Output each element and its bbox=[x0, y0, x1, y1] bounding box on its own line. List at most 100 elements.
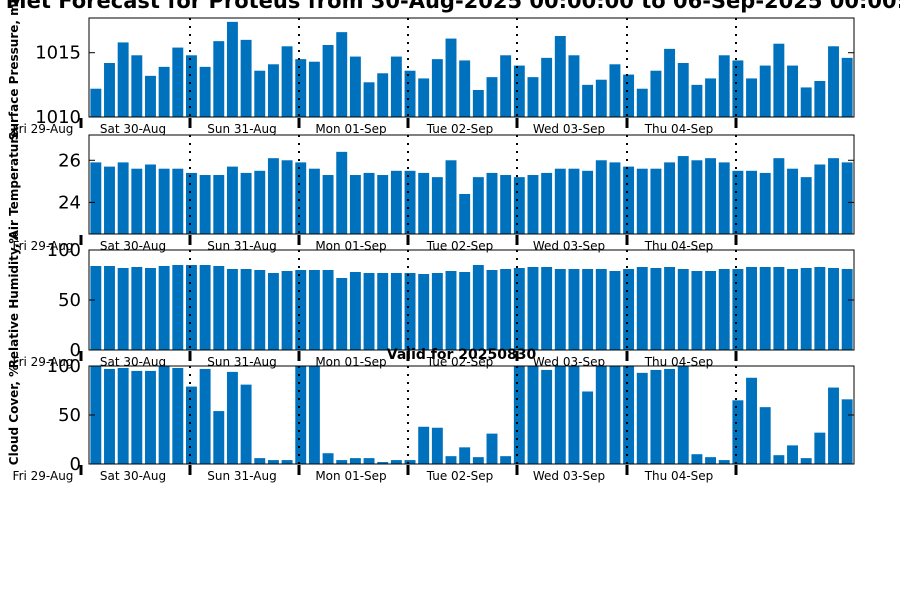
bar bbox=[90, 162, 102, 234]
bar bbox=[377, 73, 389, 117]
bar bbox=[267, 158, 279, 234]
y-tick-label: 0 bbox=[70, 454, 81, 475]
bar bbox=[527, 77, 539, 117]
bar bbox=[472, 177, 484, 234]
bar bbox=[390, 460, 402, 464]
bar bbox=[787, 65, 798, 117]
bar bbox=[718, 269, 730, 350]
bar bbox=[800, 268, 812, 350]
x-tick-label: Thu 04-Sep bbox=[644, 469, 714, 483]
bar bbox=[582, 84, 594, 117]
bar bbox=[431, 427, 443, 464]
bar bbox=[787, 269, 798, 350]
axes-box bbox=[88, 17, 855, 118]
x-tick-label: Fri 29-Aug bbox=[13, 355, 74, 369]
y-axis-label: Air Temperature bbox=[7, 130, 21, 240]
bar bbox=[363, 458, 375, 464]
bar bbox=[158, 168, 170, 234]
bar bbox=[500, 456, 512, 464]
bar bbox=[568, 55, 580, 117]
bar bbox=[636, 168, 648, 234]
bar bbox=[226, 269, 238, 350]
bar bbox=[582, 170, 594, 234]
y-tick-label: 1015 bbox=[35, 43, 81, 64]
bar bbox=[732, 170, 744, 234]
y-tick-label: 50 bbox=[58, 290, 81, 311]
bar bbox=[500, 175, 512, 234]
bar bbox=[609, 271, 621, 350]
bar bbox=[431, 177, 443, 234]
bar bbox=[664, 48, 676, 117]
bar bbox=[705, 78, 717, 117]
figure-title: Met Forecast for Proteus from 30-Aug-202… bbox=[6, 0, 900, 13]
x-tick-label: Wed 03-Sep bbox=[533, 122, 605, 136]
bar bbox=[773, 158, 785, 234]
bar bbox=[213, 175, 225, 234]
bar bbox=[172, 367, 184, 464]
bar bbox=[773, 43, 785, 117]
bar bbox=[172, 265, 184, 350]
x-tick-label: Mon 01-Sep bbox=[315, 122, 386, 136]
bar bbox=[145, 370, 156, 464]
bar bbox=[295, 270, 307, 350]
bar bbox=[527, 267, 539, 350]
bar bbox=[131, 267, 143, 350]
bar bbox=[172, 47, 184, 118]
bar bbox=[281, 46, 293, 117]
bar bbox=[759, 172, 771, 234]
bar bbox=[814, 432, 826, 464]
bar bbox=[199, 368, 211, 464]
y-axis-label: Surface Pressure, mb bbox=[7, 0, 21, 140]
bar bbox=[623, 366, 635, 464]
bar bbox=[841, 269, 853, 350]
bar bbox=[664, 162, 676, 234]
bar bbox=[691, 84, 703, 117]
bar bbox=[472, 265, 484, 350]
bar bbox=[322, 270, 334, 350]
bar bbox=[418, 426, 430, 464]
x-tick-label: Sat 30-Aug bbox=[100, 122, 166, 136]
bar bbox=[541, 172, 553, 234]
bar bbox=[486, 172, 498, 234]
bar bbox=[254, 270, 266, 350]
bar bbox=[104, 166, 115, 234]
bar bbox=[431, 59, 443, 117]
bar bbox=[705, 158, 717, 234]
bar bbox=[254, 70, 266, 117]
bar bbox=[104, 368, 115, 464]
bar bbox=[582, 391, 594, 464]
x-tick-label: Sun 31-Aug bbox=[207, 122, 276, 136]
bar bbox=[404, 460, 416, 464]
bar bbox=[841, 399, 853, 464]
bar bbox=[213, 266, 225, 350]
bar bbox=[254, 458, 266, 464]
x-tick-label: Sun 31-Aug bbox=[207, 355, 276, 369]
bar bbox=[104, 63, 115, 117]
bar bbox=[677, 63, 689, 117]
x-tick-label: Sun 31-Aug bbox=[207, 239, 276, 253]
bar bbox=[363, 82, 375, 117]
bar bbox=[746, 267, 758, 350]
bar bbox=[691, 160, 703, 234]
x-tick-label: Tue 02-Sep bbox=[426, 239, 494, 253]
bar bbox=[267, 64, 279, 117]
bar bbox=[486, 433, 498, 464]
bar bbox=[814, 164, 826, 234]
bar bbox=[281, 160, 293, 234]
bar bbox=[554, 168, 566, 234]
bar bbox=[281, 271, 293, 350]
bar bbox=[145, 268, 156, 350]
bar bbox=[240, 269, 252, 350]
x-tick-label: Tue 02-Sep bbox=[426, 122, 494, 136]
bar bbox=[759, 407, 771, 464]
panel-1: 1010 1015 Fri 29-Aug Sat 30-Aug Sun 31-Aug Mo… bbox=[7, 0, 855, 140]
bar bbox=[199, 66, 211, 117]
y-tick-label: 50 bbox=[58, 405, 81, 426]
bar bbox=[404, 170, 416, 234]
bar bbox=[308, 270, 320, 350]
x-tick-label: Fri 29-Aug bbox=[13, 469, 74, 483]
bar bbox=[732, 269, 744, 350]
bar bbox=[623, 166, 635, 234]
